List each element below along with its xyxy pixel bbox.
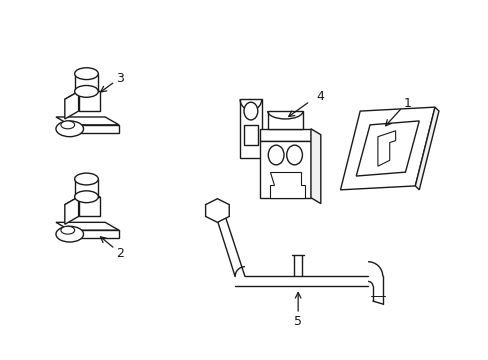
- Polygon shape: [79, 91, 100, 111]
- Polygon shape: [70, 230, 119, 238]
- Polygon shape: [259, 141, 310, 198]
- Ellipse shape: [56, 226, 83, 242]
- Ellipse shape: [56, 121, 83, 137]
- Ellipse shape: [75, 191, 98, 203]
- Ellipse shape: [75, 68, 98, 80]
- Polygon shape: [267, 111, 303, 129]
- Polygon shape: [269, 171, 305, 198]
- Polygon shape: [310, 129, 320, 204]
- Polygon shape: [356, 121, 418, 176]
- Ellipse shape: [286, 145, 302, 165]
- Polygon shape: [70, 125, 119, 133]
- Polygon shape: [340, 107, 434, 190]
- Polygon shape: [65, 91, 79, 119]
- Polygon shape: [56, 222, 119, 230]
- Polygon shape: [244, 125, 257, 145]
- Text: 5: 5: [294, 315, 302, 328]
- Polygon shape: [65, 91, 100, 99]
- Ellipse shape: [75, 85, 98, 97]
- Polygon shape: [205, 199, 229, 222]
- Polygon shape: [414, 107, 438, 190]
- Ellipse shape: [75, 173, 98, 185]
- Text: 2: 2: [116, 247, 123, 260]
- Ellipse shape: [61, 121, 75, 129]
- Ellipse shape: [268, 145, 284, 165]
- Ellipse shape: [61, 226, 75, 234]
- Polygon shape: [65, 197, 79, 224]
- Polygon shape: [79, 197, 100, 216]
- Ellipse shape: [244, 102, 257, 120]
- Polygon shape: [259, 129, 310, 141]
- Polygon shape: [377, 131, 395, 166]
- Polygon shape: [240, 99, 261, 158]
- Polygon shape: [65, 197, 100, 204]
- Text: 3: 3: [116, 72, 123, 85]
- Text: 1: 1: [403, 97, 410, 110]
- Text: 4: 4: [315, 90, 323, 103]
- Polygon shape: [56, 117, 119, 125]
